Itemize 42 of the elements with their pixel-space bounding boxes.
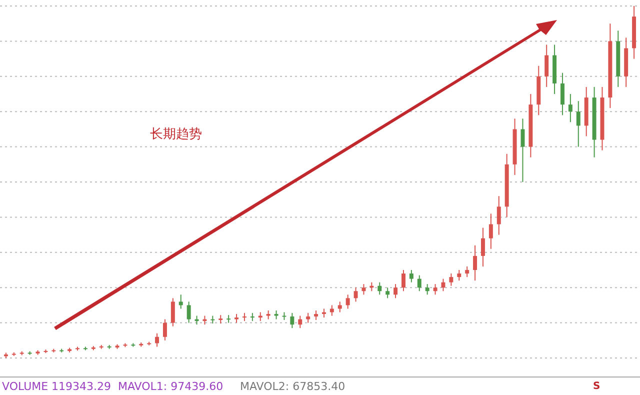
candlestick [386, 287, 390, 299]
candlestick [282, 312, 286, 320]
candlestick [314, 310, 318, 320]
candlestick [409, 270, 414, 283]
candlestick [362, 284, 366, 296]
candlestick [496, 196, 501, 236]
candlestick [465, 266, 470, 278]
candlestick [520, 118, 525, 182]
candlestick [425, 284, 430, 296]
candlestick [480, 227, 485, 267]
candlestick [544, 44, 549, 88]
candlestick [186, 301, 191, 324]
candlestick [457, 270, 462, 282]
candlestick [170, 298, 175, 327]
annotation: 长期趋势 [150, 127, 202, 142]
candlestick [568, 94, 572, 123]
text: MAVOL2: 67853.40 [240, 380, 346, 393]
candlestick [576, 100, 580, 148]
candlestick [330, 304, 334, 316]
candlestick [433, 284, 438, 296]
candlestick [306, 312, 310, 324]
text: VOLUME 119343.29 [2, 380, 112, 393]
candlestick [354, 287, 358, 302]
candlestick [473, 244, 478, 282]
candlestick [226, 314, 231, 324]
candlestick [401, 270, 406, 292]
text: MAVOL1: 97439.60 [118, 380, 224, 393]
candlestick [346, 294, 350, 310]
candlestick [338, 301, 342, 313]
candlestick [290, 312, 294, 329]
candlestick [449, 273, 454, 286]
candlestick [488, 213, 493, 250]
candlestick [162, 318, 167, 341]
candlestick [155, 332, 160, 348]
candlestick [417, 274, 422, 292]
candlestick [560, 72, 564, 116]
candlestick [178, 294, 183, 310]
candlestick [441, 278, 446, 292]
candlestick [378, 282, 382, 296]
candlestick [298, 315, 302, 329]
candlestick [394, 284, 398, 299]
text: S [593, 381, 600, 392]
